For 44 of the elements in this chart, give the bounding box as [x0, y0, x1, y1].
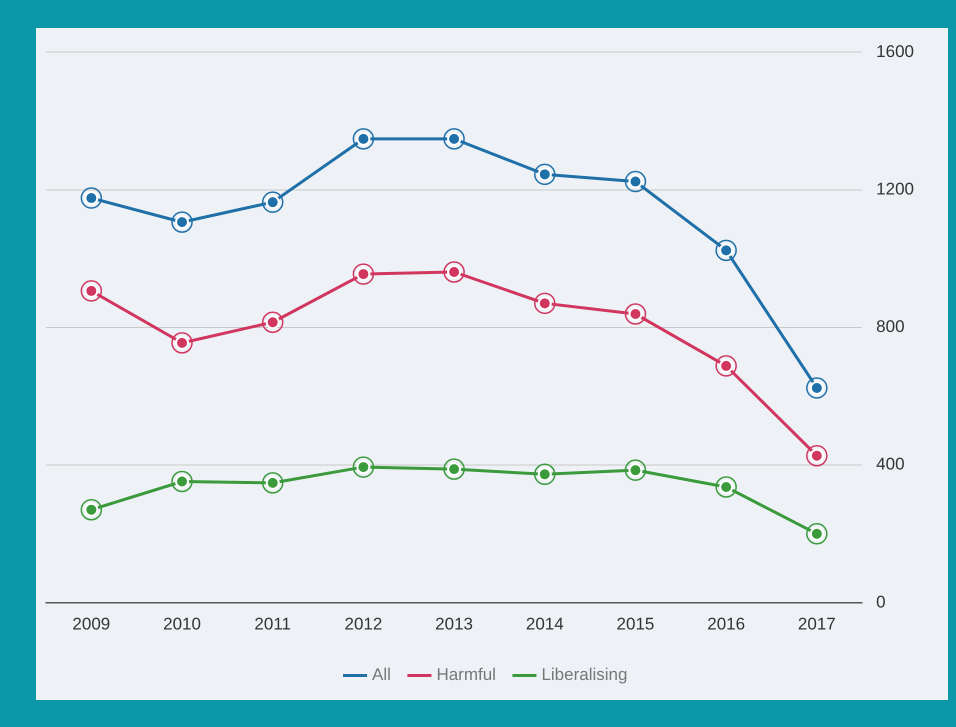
point: [534, 292, 556, 314]
y-tick-label: 1600: [876, 42, 914, 61]
point: [80, 498, 102, 520]
point: [352, 263, 374, 285]
x-tick-label: 2011: [254, 614, 291, 634]
y-tick-label: 0: [876, 592, 886, 612]
point: [624, 459, 646, 481]
point: [262, 472, 284, 494]
point: [262, 191, 284, 213]
point: [80, 187, 102, 209]
point: [806, 377, 828, 399]
y-tick-label: 800: [876, 317, 905, 336]
y-tick-label: 1200: [876, 179, 914, 198]
x-tick-label: 2017: [798, 614, 836, 634]
point: [171, 211, 193, 233]
point: [171, 470, 193, 492]
point: [352, 456, 374, 478]
x-tick-label: 2014: [526, 614, 564, 634]
point: [80, 280, 102, 302]
point: [624, 303, 646, 325]
point: [171, 332, 193, 354]
legend-label: All: [372, 665, 391, 684]
point: [443, 458, 465, 480]
point: [534, 164, 556, 186]
point: [443, 261, 465, 283]
legend-label: Liberalising: [541, 665, 628, 684]
point: [352, 128, 374, 150]
x-tick-label: 2015: [616, 614, 654, 634]
x-tick-label: 2012: [344, 614, 382, 634]
point: [443, 128, 465, 150]
point: [806, 444, 828, 466]
point: [624, 170, 646, 192]
point: [715, 476, 737, 498]
x-tick-label: 2010: [163, 614, 201, 634]
x-tick-label: 2016: [707, 614, 746, 634]
point: [534, 464, 556, 486]
point: [715, 240, 737, 262]
legend-label: Harmful: [436, 665, 496, 684]
y-tick-label: 400: [876, 454, 905, 474]
x-tick-label: 2009: [72, 614, 110, 634]
point: [715, 355, 737, 377]
x-tick-label: 2013: [435, 614, 474, 634]
point: [806, 523, 828, 545]
point: [262, 311, 284, 333]
